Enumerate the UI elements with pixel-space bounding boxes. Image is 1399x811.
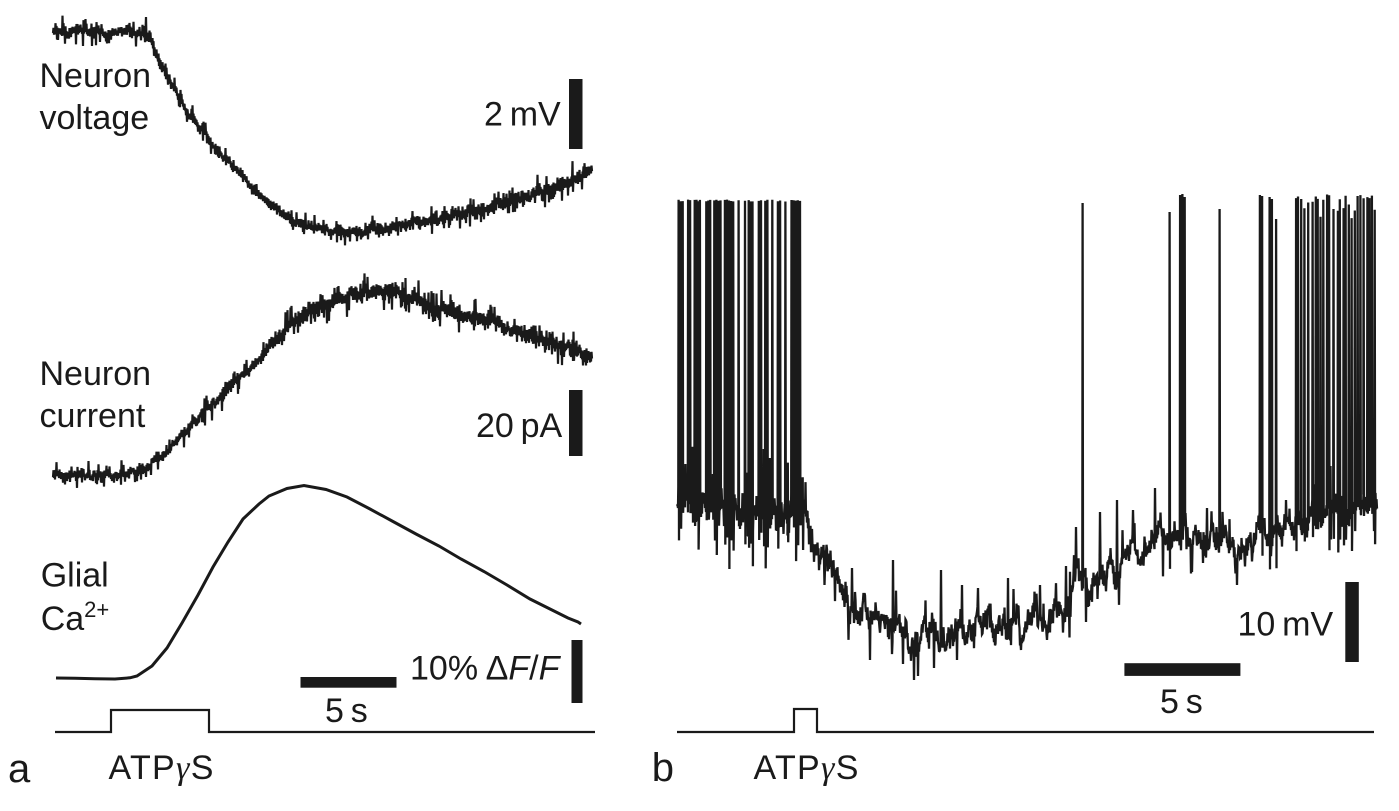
svg-text:voltage: voltage xyxy=(40,99,150,137)
svg-text:Glial: Glial xyxy=(41,557,109,595)
svg-text:5 s: 5 s xyxy=(1160,683,1203,721)
svg-text:Neuron: Neuron xyxy=(40,355,152,393)
svg-text:a: a xyxy=(8,747,31,791)
svg-text:10% ΔF/F: 10% ΔF/F xyxy=(410,650,562,688)
svg-text:current: current xyxy=(40,397,146,435)
svg-text:5 s: 5 s xyxy=(325,692,368,730)
svg-text:ATPγS: ATPγS xyxy=(754,749,860,787)
svg-text:Neuron: Neuron xyxy=(40,57,152,95)
svg-text:2 mV: 2 mV xyxy=(484,96,561,134)
svg-text:10 mV: 10 mV xyxy=(1238,606,1334,644)
svg-text:20 pA: 20 pA xyxy=(476,407,563,445)
svg-text:b: b xyxy=(652,746,674,790)
svg-text:ATPγS: ATPγS xyxy=(109,749,215,787)
